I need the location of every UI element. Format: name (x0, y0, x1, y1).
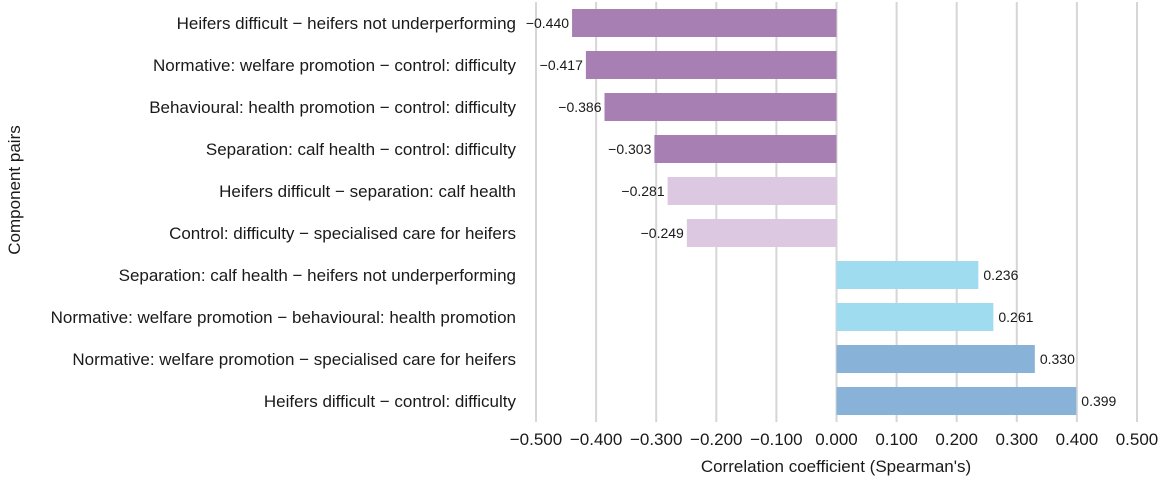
bar-value-label: 0.330 (1040, 351, 1075, 367)
category-label: Behavioural: health promotion − control:… (149, 98, 516, 117)
bar (836, 303, 994, 331)
bar (585, 51, 837, 79)
category-label: Control: difficulty − specialised care f… (169, 224, 516, 243)
bar-value-label: 0.261 (998, 309, 1033, 325)
category-label: Normative: welfare promotion − specialis… (72, 350, 516, 369)
bar-value-label: −0.281 (621, 183, 664, 199)
bar (836, 387, 1077, 415)
bar-value-label: −0.417 (540, 57, 583, 73)
x-tick-label: −0.100 (750, 430, 802, 449)
x-tick-label: 0.200 (935, 430, 978, 449)
bar-value-label: −0.386 (558, 99, 601, 115)
bar (836, 261, 979, 289)
bar (667, 177, 837, 205)
category-label: Heifers difficult − heifers not underper… (177, 14, 516, 33)
y-axis-title: Component pairs (5, 125, 24, 254)
x-tick-label: 0.400 (1056, 430, 1099, 449)
bar-value-label: 0.236 (983, 267, 1018, 283)
category-label: Normative: welfare promotion − control: … (153, 56, 516, 75)
x-tick-label: −0.200 (690, 430, 742, 449)
x-tick-label: 0.500 (1116, 430, 1159, 449)
category-labels: Heifers difficult − heifers not underper… (51, 14, 517, 411)
bars (572, 9, 1077, 415)
bar-value-label: −0.249 (641, 225, 684, 241)
bar (604, 93, 837, 121)
bar (836, 345, 1035, 373)
bar (654, 135, 837, 163)
bar-value-labels: −0.440 −0.417 −0.386 −0.303 −0.281 −0.249 0.23… (526, 15, 1117, 409)
x-tick-label: 0.300 (996, 430, 1039, 449)
x-tick-label: −0.400 (570, 430, 622, 449)
bar (686, 219, 837, 247)
bar-value-label: 0.399 (1081, 393, 1116, 409)
category-label: Heifers difficult − separation: calf hea… (219, 182, 516, 201)
category-label: Heifers difficult − control: difficulty (264, 392, 517, 411)
x-tick-label: 0.000 (815, 430, 858, 449)
bar-value-label: −0.303 (608, 141, 651, 157)
x-axis-title: Correlation coefficient (Spearman's) (701, 457, 971, 476)
x-tick-label: −0.300 (630, 430, 682, 449)
x-tick-label: 0.100 (875, 430, 918, 449)
x-tick-label: −0.500 (510, 430, 562, 449)
bar (572, 9, 837, 37)
category-label: Normative: welfare promotion − behaviour… (51, 308, 516, 327)
category-label: Separation: calf health − heifers not un… (119, 266, 516, 285)
x-tick-labels: −0.500 −0.400 −0.300 −0.200 −0.100 0.000 0.100… (510, 430, 1159, 449)
category-label: Separation: calf health − control: diffi… (206, 140, 517, 159)
bar-value-label: −0.440 (526, 15, 569, 31)
